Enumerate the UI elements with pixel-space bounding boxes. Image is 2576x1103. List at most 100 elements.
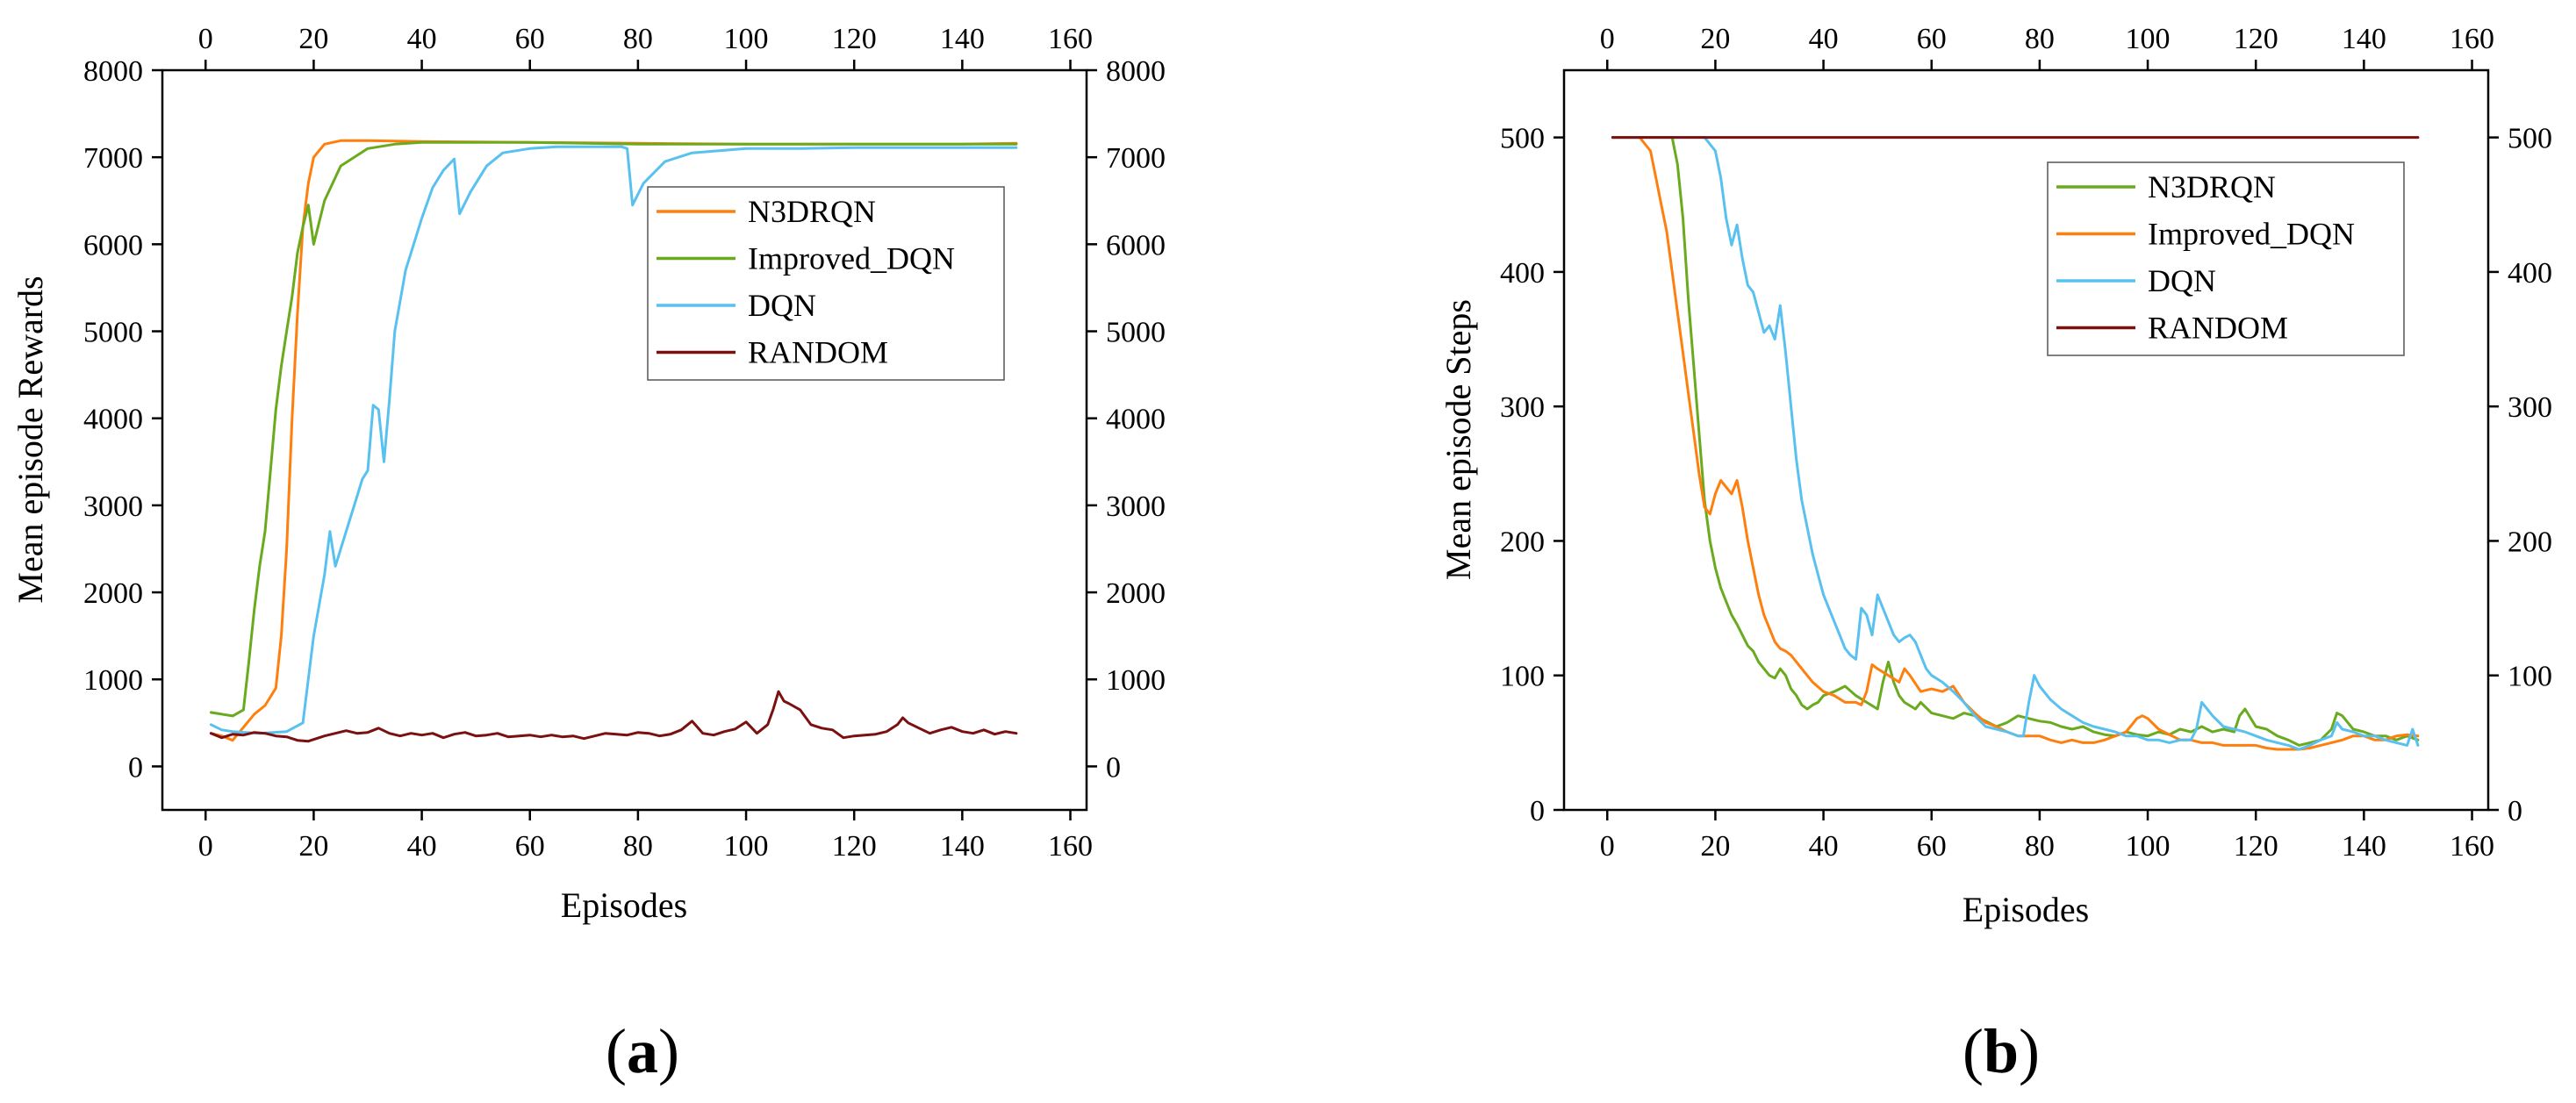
y-tick-label-right: 2000 [1106, 577, 1166, 610]
y-tick-label-left: 2000 [83, 577, 143, 610]
legend-label-random: RANDOM [2148, 311, 2288, 346]
panel-b-y-axis-title: Mean episode Steps [1439, 299, 1478, 580]
panel-b-plot-area [1562, 68, 2490, 812]
y-tick-label-right: 400 [2508, 257, 2552, 290]
x-tick-label-top: 100 [2126, 23, 2171, 55]
x-tick-label-bottom: 120 [832, 830, 877, 863]
x-tick-label-top: 40 [1809, 23, 1839, 55]
x-tick-label-bottom: 100 [2126, 830, 2171, 863]
panel-a-label: (a) [606, 1016, 679, 1086]
x-tick-label-top: 140 [2342, 23, 2386, 55]
legend-label-n3drqn: N3DRQN [748, 194, 876, 229]
x-tick-label-bottom: 160 [1048, 830, 1093, 863]
x-tick-label-bottom: 80 [623, 830, 653, 863]
y-tick-label-left: 1000 [83, 664, 143, 697]
y-tick-label-right: 5000 [1106, 317, 1166, 349]
panel-b-frame [1562, 68, 2490, 812]
x-tick-label-top: 0 [198, 23, 213, 55]
x-tick-label-bottom: 60 [1917, 830, 1947, 863]
panel-a-legend: N3DRQN Improved_DQN DQN RANDOM [647, 186, 1005, 381]
y-tick-label-left: 400 [1500, 257, 1545, 290]
y-tick-label-left: 0 [128, 751, 143, 784]
y-tick-label-left: 5000 [83, 317, 143, 349]
x-tick-label-bottom: 20 [298, 830, 328, 863]
y-tick-label-left: 300 [1500, 391, 1545, 424]
x-tick-label-top: 140 [940, 23, 985, 55]
x-tick-label-bottom: 80 [2025, 830, 2055, 863]
legend-box [647, 186, 1005, 381]
y-tick-label-right: 6000 [1106, 229, 1166, 261]
panel-b-label-letter: b [1984, 1016, 2019, 1086]
panel-a-label-letter: a [627, 1016, 658, 1086]
y-tick-label-left: 4000 [83, 404, 143, 436]
y-tick-label-left: 500 [1500, 123, 1545, 155]
y-tick-label-right: 3000 [1106, 491, 1166, 523]
y-tick-label-left: 100 [1500, 661, 1545, 693]
x-tick-label-top: 120 [832, 23, 877, 55]
series-line-random [209, 690, 1018, 743]
x-tick-label-top: 60 [515, 23, 545, 55]
panel-b-ticks: 0 0 20 20 40 40 60 60 80 80 100 100 120 120 140 140 160 1… [1500, 23, 2552, 863]
x-tick-label-bottom: 20 [1700, 830, 1730, 863]
x-tick-label-bottom: 60 [515, 830, 545, 863]
y-tick-label-right: 100 [2508, 661, 2552, 693]
y-tick-label-left: 3000 [83, 491, 143, 523]
legend-label-random: RANDOM [748, 335, 888, 370]
panel-b-label: (b) [1962, 1016, 2040, 1086]
y-tick-label-left: 200 [1500, 526, 1545, 558]
y-tick-label-left: 6000 [83, 229, 143, 261]
y-tick-label-left: 0 [1530, 795, 1545, 827]
panel-a-ticks: 0 0 20 20 40 40 60 60 80 80 100 100 120 120 140 140 160 1… [83, 23, 1166, 863]
panel-a-frame [161, 68, 1088, 812]
x-tick-label-top: 100 [724, 23, 769, 55]
x-tick-label-bottom: 0 [1600, 830, 1615, 863]
y-tick-label-right: 300 [2508, 391, 2552, 424]
x-tick-label-bottom: 0 [198, 830, 213, 863]
y-tick-label-right: 1000 [1106, 664, 1166, 697]
legend-label-improved-dqn: Improved_DQN [748, 241, 955, 276]
y-tick-label-right: 7000 [1106, 142, 1166, 175]
x-tick-label-top: 20 [1700, 23, 1730, 55]
legend-label-dqn: DQN [748, 288, 816, 323]
y-tick-label-left: 7000 [83, 142, 143, 175]
x-tick-label-top: 160 [2450, 23, 2494, 55]
x-tick-label-bottom: 140 [940, 830, 985, 863]
x-tick-label-top: 40 [407, 23, 437, 55]
legend-label-dqn: DQN [2148, 263, 2216, 298]
y-tick-label-right: 4000 [1106, 404, 1166, 436]
x-tick-label-bottom: 120 [2234, 830, 2278, 863]
panel-a-x-axis-title: Episodes [561, 885, 687, 925]
x-tick-label-top: 120 [2234, 23, 2278, 55]
x-tick-label-top: 160 [1048, 23, 1093, 55]
y-tick-label-right: 200 [2508, 526, 2552, 558]
panel-b-x-axis-title: Episodes [1962, 890, 2089, 929]
legend-label-improved-dqn: Improved_DQN [2148, 217, 2355, 252]
x-tick-label-top: 80 [623, 23, 653, 55]
x-tick-label-bottom: 40 [1809, 830, 1839, 863]
series-line-dqn [1611, 136, 2420, 751]
y-tick-label-right: 500 [2508, 123, 2552, 155]
y-tick-label-right: 0 [2508, 795, 2522, 827]
x-tick-label-bottom: 140 [2342, 830, 2386, 863]
panel-a: 0 0 20 20 40 40 60 60 80 80 100 100 120 120 140 140 160 1… [11, 23, 1166, 1086]
panel-b-legend: N3DRQN Improved_DQN DQN RANDOM [2047, 161, 2405, 356]
y-tick-label-left: 8000 [83, 55, 143, 88]
panel-a-plot-area [161, 68, 1088, 812]
x-tick-label-top: 60 [1917, 23, 1947, 55]
panel-b: 0 0 20 20 40 40 60 60 80 80 100 100 120 120 140 140 160 1… [1439, 23, 2552, 1086]
x-tick-label-bottom: 160 [2450, 830, 2494, 863]
y-tick-label-right: 8000 [1106, 55, 1166, 88]
panel-b-series [1611, 136, 2420, 751]
legend-box [2047, 161, 2405, 356]
series-line-n3drqn [1611, 136, 2420, 747]
x-tick-label-top: 20 [298, 23, 328, 55]
series-line-dqn [209, 145, 1018, 735]
panel-a-y-axis-title: Mean episode Rewards [11, 276, 50, 603]
x-tick-label-bottom: 100 [724, 830, 769, 863]
y-tick-label-right: 0 [1106, 751, 1121, 784]
x-tick-label-bottom: 40 [407, 830, 437, 863]
series-line-improved-dqn [209, 140, 1018, 718]
panel-a-series [209, 139, 1018, 743]
series-line-improved-dqn [1611, 136, 2420, 751]
